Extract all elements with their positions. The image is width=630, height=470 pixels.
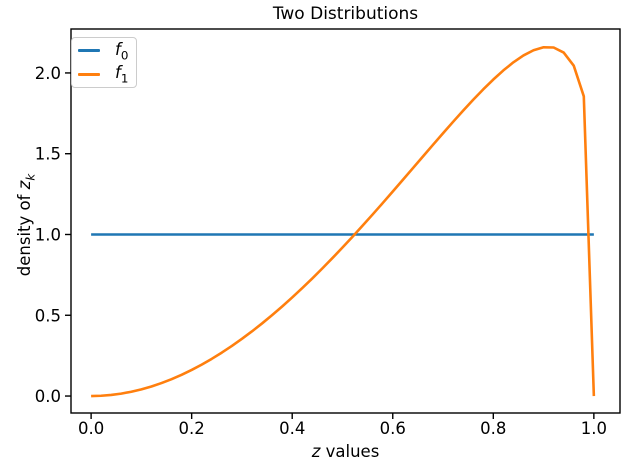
x-tick-label: 0.2 [179,419,205,438]
legend-label-f1: f1 [115,63,129,86]
legend: f0 f1 [71,37,137,88]
x-tick-label: 0.0 [78,419,104,438]
y-tick-label: 2.0 [35,64,61,83]
x-axis-label-rest: values [320,442,380,461]
x-tick-label: 0.6 [380,419,406,438]
y-tick-label: 0.5 [35,306,61,325]
y-axis-label: density of zk [14,115,38,335]
x-tick-label: 0.4 [279,419,305,438]
x-tick-label: 1.0 [581,419,607,438]
legend-line-sample-f1 [78,72,100,76]
y-axis-label-prefix: density of [15,189,34,277]
y-tick-label: 1.0 [35,225,61,244]
x-tick-label: 0.8 [480,419,506,438]
x-axis-label-var: z [311,442,321,461]
legend-label-f0: f0 [115,39,129,62]
legend-line-sample-f0 [78,49,100,53]
axes-frame [70,28,621,414]
legend-entry-f1: f1 [78,63,136,87]
y-tick-label: 0.0 [35,387,61,406]
y-tick-label: 1.5 [35,145,61,164]
y-axis-label-sub: k [23,173,38,181]
x-axis-label: z values [71,442,620,462]
legend-entry-f0: f0 [78,39,136,63]
y-axis-label-var: z [15,180,34,190]
chart-title: Two Distributions [272,4,419,24]
series-f1-line [91,45,596,398]
